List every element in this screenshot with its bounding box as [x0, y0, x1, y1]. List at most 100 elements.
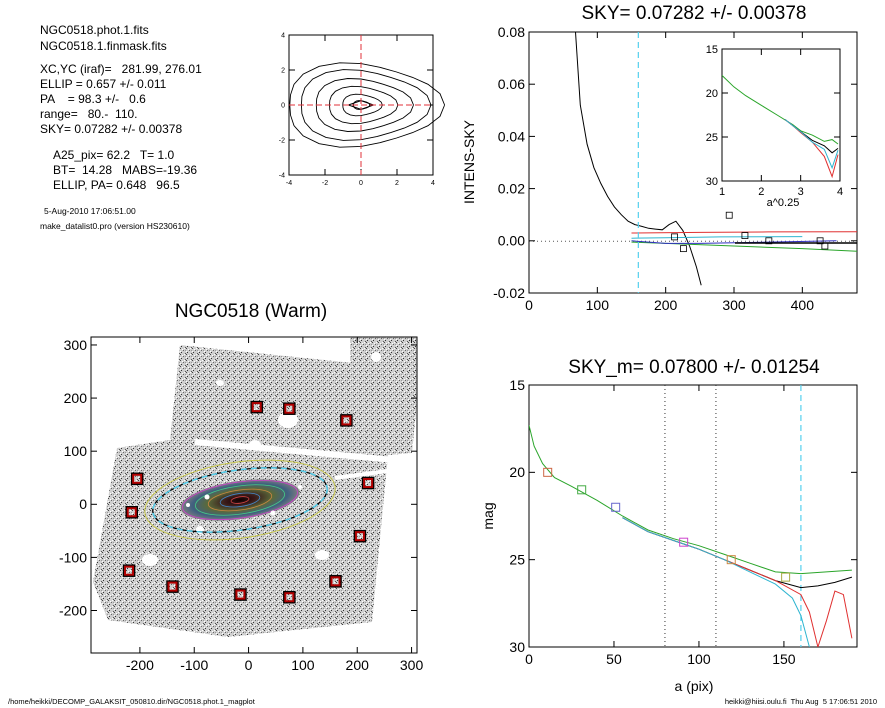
- inset-series: [722, 75, 839, 179]
- image-frame: [90, 336, 418, 654]
- info-file1: NGC0518.phot.1.fits: [40, 23, 149, 37]
- info-a25: A25_pix= 62.2 T= 1.0: [53, 148, 175, 162]
- contour-xtick-label: 0: [359, 180, 363, 187]
- inset-ticks: 1 2 3 4 15 20 25 30: [706, 44, 843, 198]
- sky-box-inner: [330, 576, 341, 587]
- image-title: NGC0518 (Warm): [175, 301, 327, 322]
- info-sky: SKY= 0.07282 +/- 0.00378: [40, 122, 183, 136]
- sky-series-line: [631, 240, 837, 244]
- mask-hole-5: [196, 526, 204, 534]
- contour-level: [289, 62, 446, 148]
- inset-xtick-label: 4: [837, 186, 843, 198]
- mag-ticks: 0 50 100 150 15 20 25 30: [509, 377, 857, 667]
- mag-ytick-label: 30: [509, 639, 525, 655]
- image-xtick-label: 300: [400, 657, 424, 673]
- image-field-corner: [350, 337, 417, 372]
- contour-xtick-label: -2: [322, 180, 328, 187]
- mag-square: [611, 502, 621, 512]
- mask-dot-4: [186, 503, 190, 507]
- info-range: range= 80.- 110.: [40, 107, 138, 121]
- mag-title: SKY_m= 0.07800 +/- 0.01254: [568, 357, 820, 378]
- contour-plot: -4 -2 0 2 4 -4 -2 0 2 4: [279, 32, 446, 187]
- sky-series-line: [631, 236, 803, 239]
- sky-box-inner: [167, 581, 178, 592]
- info-ellip: ELLIP = 0.657 +/- 0.011: [40, 77, 167, 91]
- mask-dot-2: [270, 510, 276, 516]
- inset-series-line: [784, 119, 839, 170]
- sky-box-inner: [251, 402, 262, 413]
- mag-xtick-label: 0: [525, 651, 533, 667]
- galaxy-body: [180, 479, 300, 521]
- sky-square: [765, 237, 773, 245]
- mag-ytick-label: 15: [509, 377, 525, 393]
- sky-box-inner: [132, 473, 143, 484]
- sky-box-outer: [329, 575, 342, 588]
- sky-box-outer: [130, 472, 144, 486]
- info-program: make_datalist0.pro (version HS230610): [40, 221, 190, 231]
- mag-xtick-label: 100: [687, 651, 711, 667]
- mask-hole-3: [142, 554, 158, 566]
- mag-xtick-label: 150: [772, 651, 796, 667]
- mag-series: [529, 425, 853, 647]
- contour-e1: [182, 480, 298, 520]
- image-gap: [194, 439, 396, 463]
- image-ytick-label: 300: [64, 337, 88, 353]
- image-ytick-label: 100: [64, 443, 88, 459]
- galaxy-image-plot: NGC0518 (Warm): [59, 301, 423, 673]
- image-ytick-label: -200: [59, 602, 87, 618]
- inset-xtick-label: 2: [758, 186, 764, 198]
- sky-box-outer: [166, 580, 179, 593]
- contour-xtick-label: -4: [286, 180, 292, 187]
- sky-xtick-label: 300: [722, 297, 746, 313]
- mag-series-line: [622, 517, 853, 647]
- sky-box-outer: [283, 590, 296, 604]
- sky-ytick-label: 0.08: [498, 24, 525, 40]
- sky-inset: 1 2 3 4 15 20 25 30 a^0.25: [706, 44, 843, 209]
- contour-ticks: -4 -2 0 2 4 -4 -2 0 2 4: [279, 32, 435, 187]
- mask-hole-2: [249, 440, 261, 450]
- inset-ytick-label: 25: [706, 132, 718, 144]
- info-date: 5-Aug-2010 17:06:51.00: [44, 206, 136, 216]
- sky-xtick-label: 400: [791, 297, 815, 313]
- inset-xtick-label: 3: [798, 186, 804, 198]
- outer-ellipse: [144, 459, 336, 541]
- sky-box-inner: [363, 478, 374, 489]
- contour-e5: [230, 496, 250, 504]
- sky-xtick-label: 200: [654, 297, 678, 313]
- contour-lines: [289, 62, 446, 148]
- sky-boxes: [122, 400, 375, 604]
- image-xtick-label: -200: [126, 657, 154, 673]
- image-ytick-label: 200: [64, 390, 88, 406]
- sky-box-outer: [340, 414, 353, 427]
- mag-ytick-label: 20: [509, 464, 525, 480]
- sky-square: [725, 211, 733, 219]
- mask-hole-4: [315, 550, 329, 560]
- mask-hole-1: [278, 412, 298, 428]
- sky-box-inner: [284, 403, 295, 414]
- info-xcyc: XC,YC (iraf)= 281.99, 276.01: [40, 62, 202, 76]
- contour-e4: [219, 492, 261, 508]
- inset-ytick-label: 15: [706, 44, 718, 56]
- sky-title: SKY= 0.07282 +/- 0.00378: [581, 3, 806, 24]
- contour-e2: [194, 484, 286, 516]
- mag-series-line: [529, 425, 852, 575]
- sky-ytick-label: 0.06: [498, 76, 525, 92]
- sky-box-inner: [284, 592, 295, 603]
- mag-series-line: [622, 517, 810, 647]
- mag-ytick-label: 25: [509, 552, 525, 568]
- sky-square: [671, 233, 678, 241]
- sky-square: [816, 237, 824, 245]
- sky-plot: SKY= 0.07282 +/- 0.00378 INTENS-SKY 0 100…: [461, 3, 858, 313]
- contour-e3: [207, 488, 273, 512]
- mag-xlabel: a (pix): [675, 678, 714, 694]
- sky-square: [680, 245, 687, 253]
- sky-box-inner: [124, 565, 135, 576]
- image-xtick-label: -100: [180, 657, 208, 673]
- mask-hole-6: [371, 352, 381, 362]
- image-xtick-label: 200: [346, 657, 370, 673]
- footer-path: /home/heikki/DECOMP_GALAKSIT_050810.dir/…: [8, 697, 255, 706]
- mag-ylabel: mag: [480, 502, 496, 529]
- mag-square: [543, 467, 553, 477]
- galaxy-image: [93, 337, 417, 637]
